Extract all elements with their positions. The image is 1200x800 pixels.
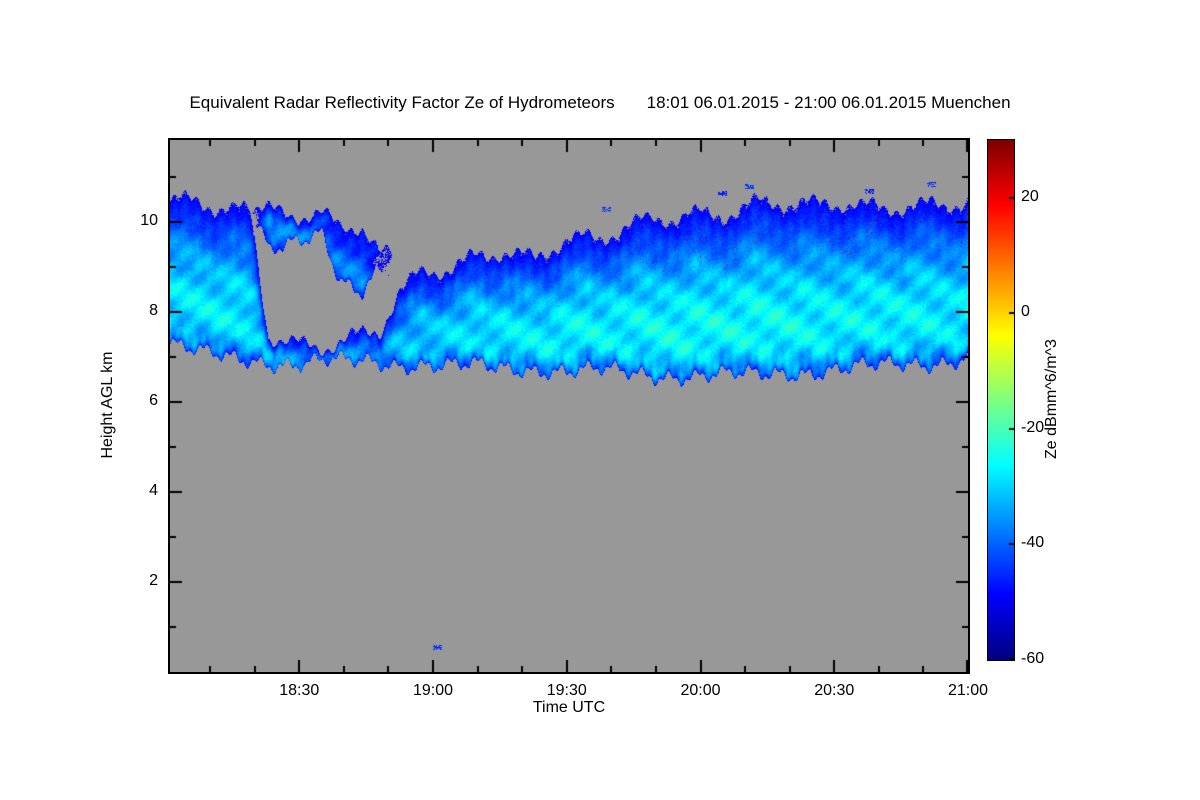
- x-tick-label: 18:30: [279, 682, 320, 699]
- y-tick-label: 8: [149, 302, 158, 320]
- colorbar-tick-label: 20: [1021, 187, 1039, 205]
- x-tick-label: 20:00: [680, 682, 721, 699]
- colorbar-tick-label: -20: [1021, 418, 1045, 436]
- y-tick-label: 6: [149, 392, 158, 410]
- colorbar: [987, 139, 1015, 661]
- chart-title: Equivalent Radar Reflectivity Factor Ze …: [0, 93, 1200, 113]
- chart-title-main: Equivalent Radar Reflectivity Factor Ze …: [189, 93, 615, 112]
- y-tick-label: 4: [149, 482, 158, 500]
- chart-title-time-range: 18:01 06.01.2015 - 21:00 06.01.2015 Muen…: [646, 93, 1011, 112]
- x-tick-label: 19:00: [412, 682, 454, 699]
- reflectivity-heatmap: [168, 138, 970, 674]
- x-tick-label: 21:00: [947, 682, 989, 699]
- colorbar-label: Ze dBmm^6/m^3: [1043, 339, 1060, 459]
- colorbar-tick-label: -40: [1021, 534, 1045, 552]
- colorbar-tick-label: 0: [1021, 303, 1030, 321]
- y-tick-label: 2: [149, 572, 158, 590]
- colorbar-tick-label: -60: [1021, 650, 1045, 667]
- x-axis-label: Time UTC: [532, 699, 606, 716]
- x-tick-label: 19:30: [546, 682, 587, 699]
- x-tick-label: 20:30: [814, 682, 855, 699]
- y-tick-label: 10: [140, 212, 158, 230]
